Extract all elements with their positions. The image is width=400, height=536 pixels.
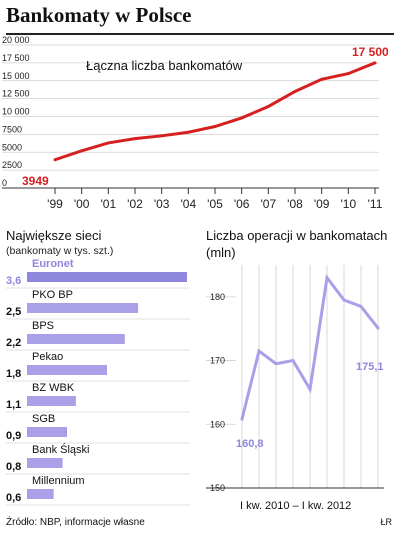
source-note: Źródło: NBP, informacje własne [6, 517, 145, 528]
top-chart-point [133, 137, 137, 141]
ops-chart-points [240, 276, 380, 421]
top-chart-x-tick: '01 [101, 197, 117, 211]
bar-value-label: 1,1 [6, 399, 21, 411]
top-chart-y-tick: 17 500 [2, 53, 30, 63]
bar [27, 427, 67, 437]
bar-chart-subtitle: (bankomaty w tys. szt.) [6, 245, 114, 257]
bar-category-label: Euronet [32, 258, 74, 270]
ops-chart-point [257, 349, 261, 353]
bar-chart: Euronet 3,6 PKO BP 2,5 BPS 2,2 Pekao 1,8 BZ WBK 1… [6, 258, 190, 506]
ops-chart-point [376, 326, 380, 330]
ops-chart-point [325, 276, 329, 280]
top-chart-point [53, 158, 57, 162]
bar-value-label: 1,8 [6, 368, 21, 380]
top-chart-y-tick: 12 500 [2, 89, 30, 99]
top-chart-point [266, 104, 270, 108]
ops-chart-unit: (mln) [206, 245, 236, 260]
title-rule [6, 33, 394, 35]
top-chart-y-tick: 5000 [2, 142, 22, 152]
bar-chart-title: Największe sieci [6, 228, 102, 243]
ops-chart-y-tick: 150 [210, 483, 225, 493]
top-chart-y-tick: 7500 [2, 124, 22, 134]
ops-chart-y-tick: 160 [210, 419, 225, 429]
top-chart-x-tick: '05 [207, 197, 223, 211]
top-chart-x-tick: '06 [234, 197, 250, 211]
top-chart-x-tick: '04 [181, 197, 197, 211]
top-chart-y-ticks: 0 2500 5000 7500 10 000 12 500 15 000 17 500 20 … [2, 35, 30, 188]
bar [27, 303, 139, 313]
bar [27, 489, 54, 499]
top-chart-point [106, 141, 110, 145]
bar-value-label: 2,2 [6, 337, 21, 349]
bar-category-label: Millennium [32, 475, 85, 487]
top-chart-y-tick: 2500 [2, 160, 22, 170]
top-chart-y-tick: 15 000 [2, 71, 30, 81]
top-chart-end-label: 17 500 [352, 45, 389, 59]
ops-chart-y-ticks: 150 160 170 180 [210, 292, 225, 493]
ops-chart-x-label: I kw. 2010 – I kw. 2012 [240, 500, 351, 512]
top-chart-point [160, 134, 164, 138]
top-chart-point [293, 89, 297, 93]
bar-category-label: BPS [32, 320, 54, 332]
ops-chart-grid [206, 265, 384, 489]
ops-chart-point [240, 417, 244, 421]
bar-value-label: 0,8 [6, 461, 21, 473]
top-chart-x-tick: '07 [261, 197, 277, 211]
top-chart-point [240, 116, 244, 120]
top-chart-points [53, 61, 377, 162]
bar-value-label: 0,6 [6, 492, 21, 504]
bar-value-label: 3,6 [6, 275, 21, 287]
bar [27, 396, 76, 406]
bar [27, 458, 63, 468]
top-chart-series-line [54, 61, 376, 162]
ops-chart-y-tick: 180 [210, 292, 225, 302]
top-chart-x-ticks: '99 '00 '01 '02 '03 '04 '05 '06 '07 '08 '09 '10 '11 [47, 197, 383, 211]
top-chart-point [320, 77, 324, 81]
bar-category-label: PKO BP [32, 289, 73, 301]
ops-chart-point [274, 362, 278, 366]
ops-chart-point [359, 304, 363, 308]
top-chart-x-tick: '10 [341, 197, 357, 211]
top-chart-x-tick: '11 [368, 197, 383, 211]
ops-chart-point [291, 359, 295, 363]
bar [27, 272, 187, 282]
top-chart-start-label: 3949 [22, 174, 49, 188]
top-chart-x-tick: '99 [47, 197, 63, 211]
top-chart-point [80, 149, 84, 153]
top-chart-point [346, 72, 350, 76]
bar-category-label: BZ WBK [32, 382, 75, 394]
top-chart-point [186, 130, 190, 134]
top-chart-point [373, 61, 377, 65]
top-chart-y-tick: 10 000 [2, 107, 30, 117]
ops-chart-point [308, 387, 312, 391]
top-chart-y-tick: 20 000 [2, 35, 30, 45]
top-chart-x-tick: '02 [127, 197, 143, 211]
top-chart-title: Łączna liczba bankomatów [86, 58, 243, 73]
bar-category-label: Pekao [32, 351, 63, 363]
author-initials: ŁR [380, 517, 392, 527]
top-chart-x-tick: '03 [154, 197, 170, 211]
bar-category-label: Bank Śląski [32, 443, 89, 456]
bar-value-label: 0,9 [6, 430, 21, 442]
ops-chart-title: Liczba operacji w bankomatach [206, 228, 388, 243]
top-chart-point [213, 125, 217, 129]
top-chart-y-tick: 0 [2, 178, 7, 188]
bar-category-label: SGB [32, 413, 55, 425]
ops-chart-start-label: 160,8 [236, 438, 264, 450]
ops-chart-end-label: 175,1 [356, 361, 384, 373]
ops-chart-point [342, 298, 346, 302]
ops-chart-y-tick: 170 [210, 356, 225, 366]
bar [27, 334, 125, 344]
page-title: Bankomaty w Polsce [6, 3, 192, 27]
top-chart-x-tick: '09 [314, 197, 330, 211]
top-chart-x-tick: '00 [74, 197, 90, 211]
bar-value-label: 2,5 [6, 306, 21, 318]
top-chart-x-tick: '08 [287, 197, 303, 211]
bar [27, 365, 107, 375]
